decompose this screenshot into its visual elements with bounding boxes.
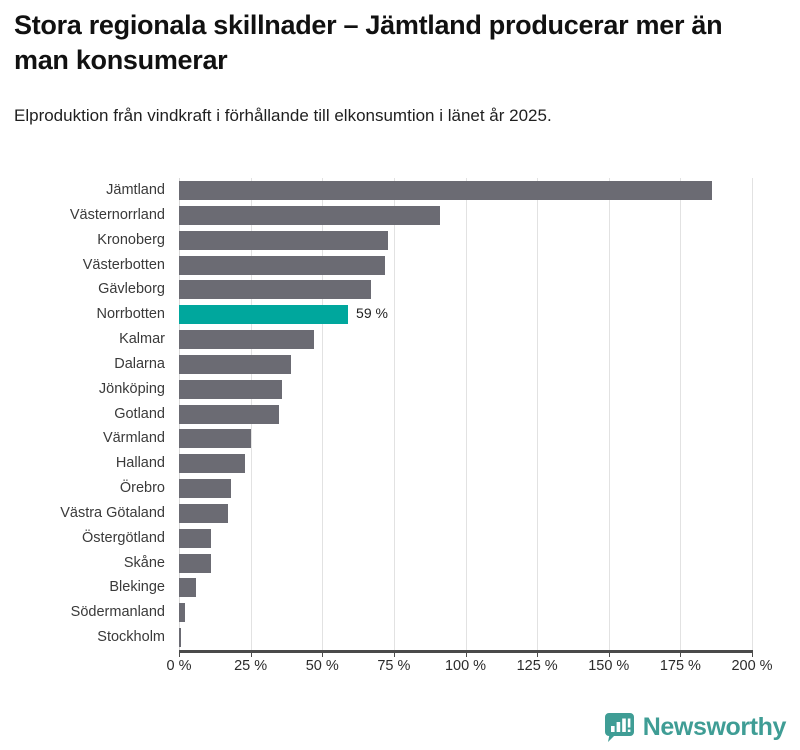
y-axis-label: Gotland (114, 405, 165, 422)
bar[interactable] (179, 603, 185, 623)
plot-area: 59 % (179, 178, 753, 650)
x-axis-tick (680, 653, 682, 657)
y-axis-label: Dalarna (114, 355, 165, 372)
x-axis-line (179, 650, 753, 653)
x-axis-label: 125 % (516, 658, 558, 674)
bar-row[interactable] (179, 526, 752, 551)
y-axis-label: Kronoberg (97, 231, 165, 248)
x-axis-label: 175 % (659, 658, 701, 674)
bar-row[interactable] (179, 178, 752, 203)
y-axis-label: Örebro (119, 480, 165, 497)
x-axis-tick (537, 653, 539, 657)
bar-rows: 59 % (179, 178, 752, 650)
bar-row[interactable] (179, 426, 752, 451)
x-axis-tick (179, 653, 180, 657)
chart-subtitle: Elproduktion från vindkraft i förhålland… (14, 106, 552, 126)
bar[interactable] (179, 255, 386, 275)
x-axis-label: 100 % (444, 658, 487, 674)
bar[interactable] (179, 181, 712, 200)
bar-row[interactable] (179, 575, 752, 600)
bar-row[interactable] (179, 327, 752, 352)
bar[interactable] (179, 479, 231, 499)
x-axis-tick (608, 653, 610, 657)
newsworthy-bar-chart-bubble-icon (604, 713, 634, 742)
chart-footer: Newsworthy (0, 698, 800, 750)
y-axis-labels: Jämtland Västernorrland Kronoberg Västerbot… (0, 178, 172, 650)
y-axis-label: Västerbotten (82, 256, 165, 273)
chart-header: Stora regionala skillnader – Jämtland pr… (0, 0, 800, 127)
bar[interactable] (179, 454, 245, 474)
bar[interactable] (179, 280, 371, 300)
bar[interactable] (179, 429, 251, 449)
bar[interactable] (179, 379, 283, 399)
bar-row[interactable] (179, 625, 752, 650)
bar-row[interactable] (179, 253, 752, 278)
y-axis-label: Stockholm (97, 629, 165, 646)
bar[interactable] (179, 330, 314, 350)
x-axis-label: 25 % (234, 658, 268, 674)
x-axis-tick (393, 653, 395, 657)
bar-row[interactable] (179, 551, 752, 576)
bar-row[interactable] (179, 277, 752, 302)
bar[interactable] (179, 553, 211, 573)
bar[interactable] (179, 354, 291, 374)
y-axis-label: Södermanland (70, 604, 165, 621)
x-axis-tick (465, 653, 467, 657)
bar-row[interactable]: 59 % (179, 302, 752, 327)
y-axis-label: Värmland (102, 430, 165, 447)
y-axis-label: Västra Götaland (60, 504, 165, 521)
bar[interactable] (179, 503, 228, 523)
y-axis-label: Västernorrland (69, 206, 165, 223)
x-axis-label: 75 % (377, 658, 411, 674)
bar[interactable] (179, 404, 280, 424)
bar-row[interactable] (179, 600, 752, 625)
bar-row[interactable] (179, 377, 752, 402)
bar[interactable] (179, 205, 440, 225)
bar-row[interactable] (179, 501, 752, 526)
x-axis-label: 150 % (588, 658, 630, 674)
x-axis-tick (752, 653, 753, 657)
x-axis-label: 0 % (166, 658, 192, 674)
page-title: Stora regionala skillnader – Jämtland pr… (14, 10, 723, 75)
bar[interactable] (179, 628, 181, 648)
bar-row[interactable] (179, 451, 752, 476)
y-axis-label: Skåne (123, 554, 165, 571)
bar[interactable] (179, 528, 211, 548)
y-axis-label: Jämtland (106, 182, 165, 198)
gridline (752, 178, 753, 650)
x-axis-label: 200 % (731, 658, 773, 674)
newsworthy-wordmark: Newsworthy (642, 713, 787, 741)
bar-chart: Jämtland Västernorrland Kronoberg Västerbot… (0, 168, 800, 698)
bar-row[interactable] (179, 203, 752, 228)
bar-row[interactable] (179, 476, 752, 501)
x-axis-label: 50 % (305, 658, 339, 674)
bar-row[interactable] (179, 352, 752, 377)
bar-row[interactable] (179, 402, 752, 427)
x-axis-tick (250, 653, 252, 657)
y-axis-label: Halland (115, 455, 165, 472)
y-axis-label: Blekinge (109, 579, 165, 596)
bar-row[interactable] (179, 228, 752, 253)
bar[interactable] (179, 578, 197, 598)
bar-highlighted[interactable] (179, 305, 349, 325)
y-axis-label: Gävleborg (98, 281, 165, 298)
x-axis-labels: 0 % 25 % 50 % 75 % 100 % 125 % 150 % 175 % 200 % (0, 658, 800, 684)
bar[interactable] (179, 230, 389, 250)
y-axis-label: Norrbotten (96, 306, 165, 323)
newsworthy-logo[interactable]: Newsworthy (604, 713, 787, 742)
y-axis-label: Kalmar (119, 331, 165, 348)
y-axis-label: Östergötland (81, 529, 165, 546)
x-axis-tick (322, 653, 324, 657)
bar-value-label: 59 % (356, 305, 388, 322)
y-axis-label: Jönköping (98, 380, 165, 397)
